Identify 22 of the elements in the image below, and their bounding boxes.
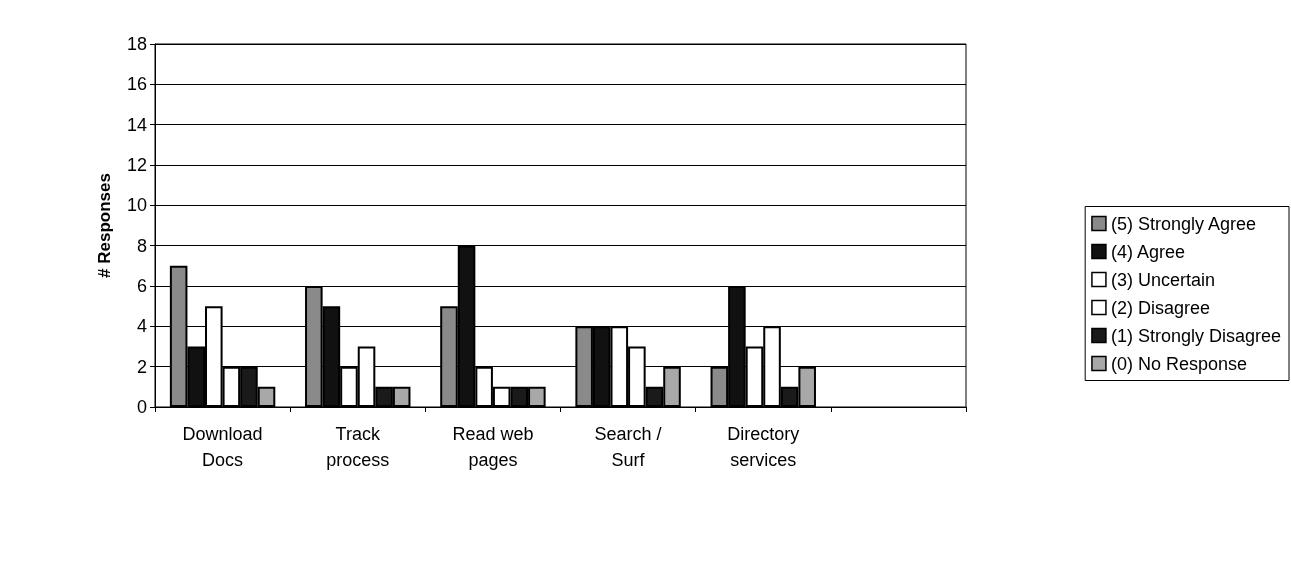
- y-tick-label: 10: [126, 195, 147, 216]
- x-tick-label: Download Docs: [182, 424, 263, 470]
- y-tick-label: 6: [136, 276, 147, 296]
- x-tick-label: Directory services: [727, 424, 800, 470]
- y-tick-label: 16: [126, 74, 147, 95]
- legend-label: (1) Strongly Disagree: [1110, 325, 1282, 346]
- y-tick-label: 0: [136, 397, 147, 417]
- x-tick-label: Track process: [326, 424, 390, 470]
- x-tick-label: Search / Surf: [594, 424, 662, 470]
- y-tick-label: 12: [126, 155, 147, 175]
- x-tick-label: Read web pages: [452, 424, 534, 470]
- y-axis-title: # Responses: [95, 173, 114, 278]
- legend-label: (2) Disagree: [1110, 297, 1210, 318]
- legend-label: (3) Uncertain: [1110, 269, 1215, 290]
- legend-label: (5) Strongly Agree: [1110, 213, 1257, 234]
- y-tick-label: 2: [136, 356, 147, 377]
- legend-label: (4) Agree: [1110, 241, 1185, 262]
- y-tick-label: 18: [126, 34, 147, 54]
- y-tick-label: 14: [126, 114, 147, 135]
- legend-label: (0) No Response: [1110, 353, 1248, 374]
- y-tick-label: 4: [136, 316, 147, 337]
- y-tick-label: 8: [136, 235, 147, 256]
